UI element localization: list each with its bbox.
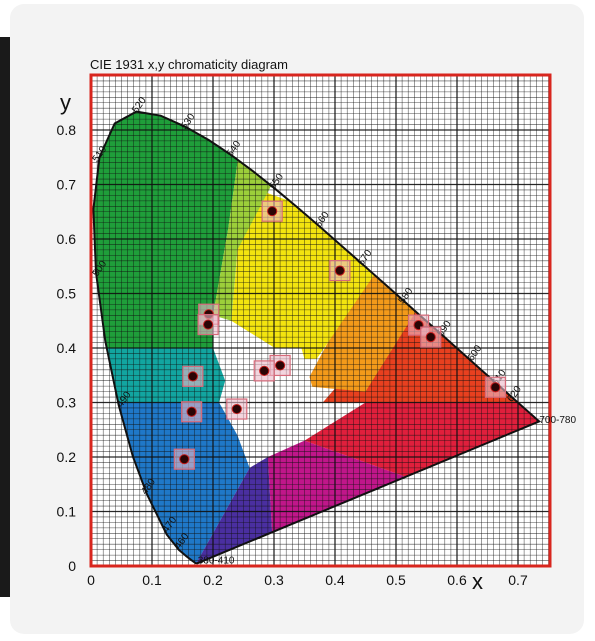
x-tick-label: 0.4 xyxy=(325,572,345,588)
sample-point xyxy=(269,354,291,377)
x-tick-label: 0.2 xyxy=(203,572,223,588)
sample-point xyxy=(261,200,283,222)
x-tick-label: 0.3 xyxy=(264,572,284,588)
y-tick-label: 0.6 xyxy=(57,231,77,247)
y-tick-label: 0.8 xyxy=(57,122,77,138)
sample-point xyxy=(329,260,351,282)
y-tick-label: 0 xyxy=(68,558,76,574)
sample-point xyxy=(253,360,275,382)
y-tick-label: 0.4 xyxy=(57,340,77,356)
sample-point xyxy=(181,401,203,423)
y-tick-label: 0.7 xyxy=(57,177,77,193)
x-tick-label: 0.5 xyxy=(386,572,406,588)
chart-title: CIE 1931 x,y chromaticity diagram xyxy=(90,57,288,72)
y-tick-label: 0.3 xyxy=(57,395,77,411)
sample-point xyxy=(197,313,219,336)
x-tick-label: 0.1 xyxy=(142,572,162,588)
spectral-locus xyxy=(92,110,542,565)
x-axis-label: x xyxy=(472,569,483,594)
y-tick-label: 0.1 xyxy=(57,504,77,520)
sample-point xyxy=(226,398,248,420)
x-tick-labels: 0 0.1 0.2 0.3 0.4 0.5 0.6 0.7 xyxy=(87,572,528,588)
sample-point xyxy=(182,365,204,387)
wavelength-label: 380-410 xyxy=(198,555,235,566)
y-axis-label: y xyxy=(60,90,71,115)
sample-point xyxy=(420,326,442,348)
y-tick-label: 0.2 xyxy=(57,449,77,465)
plot-frame xyxy=(89,73,552,568)
sample-points xyxy=(173,200,507,470)
y-tick-labels: 0 0.1 0.2 0.3 0.4 0.5 0.6 0.7 0.8 xyxy=(57,122,77,574)
sample-point xyxy=(484,376,507,398)
grid xyxy=(91,75,550,566)
x-tick-label: 0.7 xyxy=(508,572,528,588)
sample-point xyxy=(173,448,195,470)
x-tick-label: 0 xyxy=(87,572,95,588)
wavelength-label: 700-780 xyxy=(539,415,576,426)
y-tick-label: 0.5 xyxy=(57,286,77,302)
x-tick-label: 0.6 xyxy=(447,572,467,588)
